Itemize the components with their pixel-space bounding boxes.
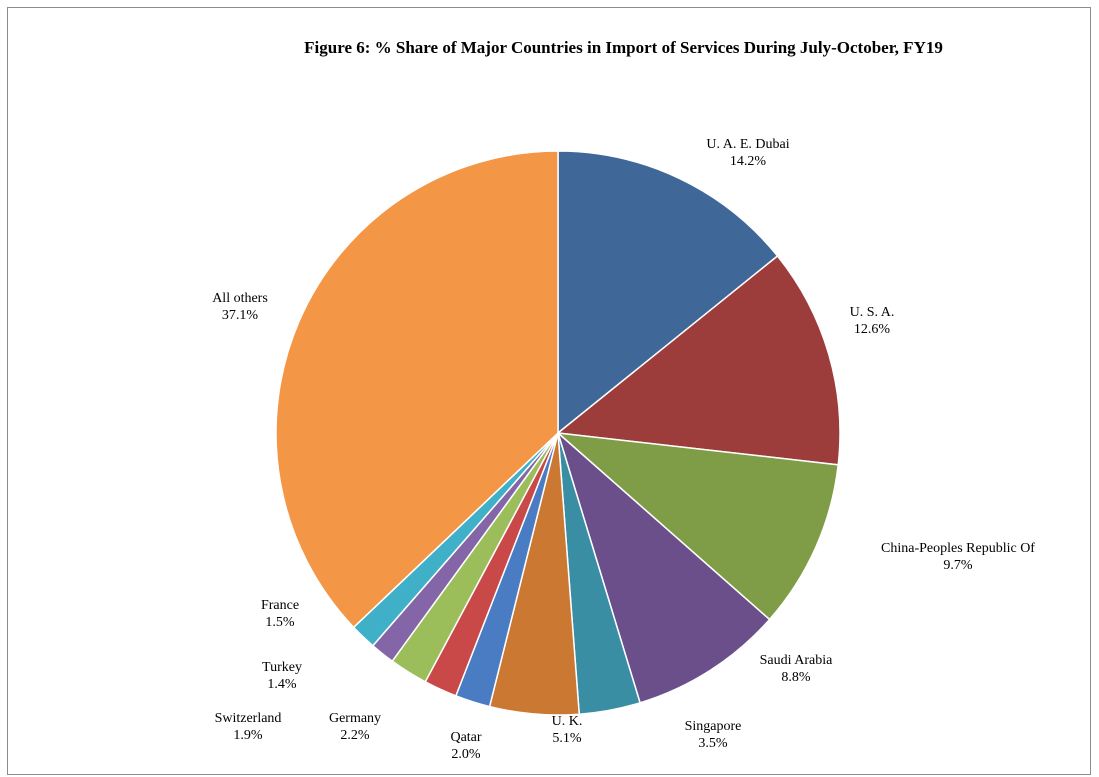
- data-label: Singapore 3.5%: [685, 719, 742, 751]
- data-label: U. A. E. Dubai 14.2%: [706, 137, 789, 169]
- pie-slice-china-peoples-republic-of: [555, 431, 840, 621]
- data-label: All others 37.1%: [212, 291, 268, 323]
- data-label: France 1.5%: [261, 598, 299, 630]
- data-label: Switzerland 1.9%: [215, 711, 282, 743]
- data-label: China-Peoples Republic Of 9.7%: [881, 541, 1035, 573]
- chart-title: Figure 6: % Share of Major Countries in …: [304, 38, 943, 57]
- pie-slice-saudi-arabia: [556, 430, 771, 704]
- data-label: U. K. 5.1%: [552, 714, 583, 746]
- data-label: Saudi Arabia 8.8%: [760, 653, 833, 685]
- data-label: U. S. A. 12.6%: [850, 305, 895, 337]
- data-label: Turkey 1.4%: [262, 660, 302, 692]
- data-label: Qatar 2.0%: [450, 730, 481, 762]
- pie-slice-u-s-a: [556, 254, 841, 466]
- pie-slice-all-others: [275, 150, 559, 629]
- data-label: Germany 2.2%: [329, 711, 381, 743]
- pie-slice-u-a-e-dubai: [557, 150, 779, 435]
